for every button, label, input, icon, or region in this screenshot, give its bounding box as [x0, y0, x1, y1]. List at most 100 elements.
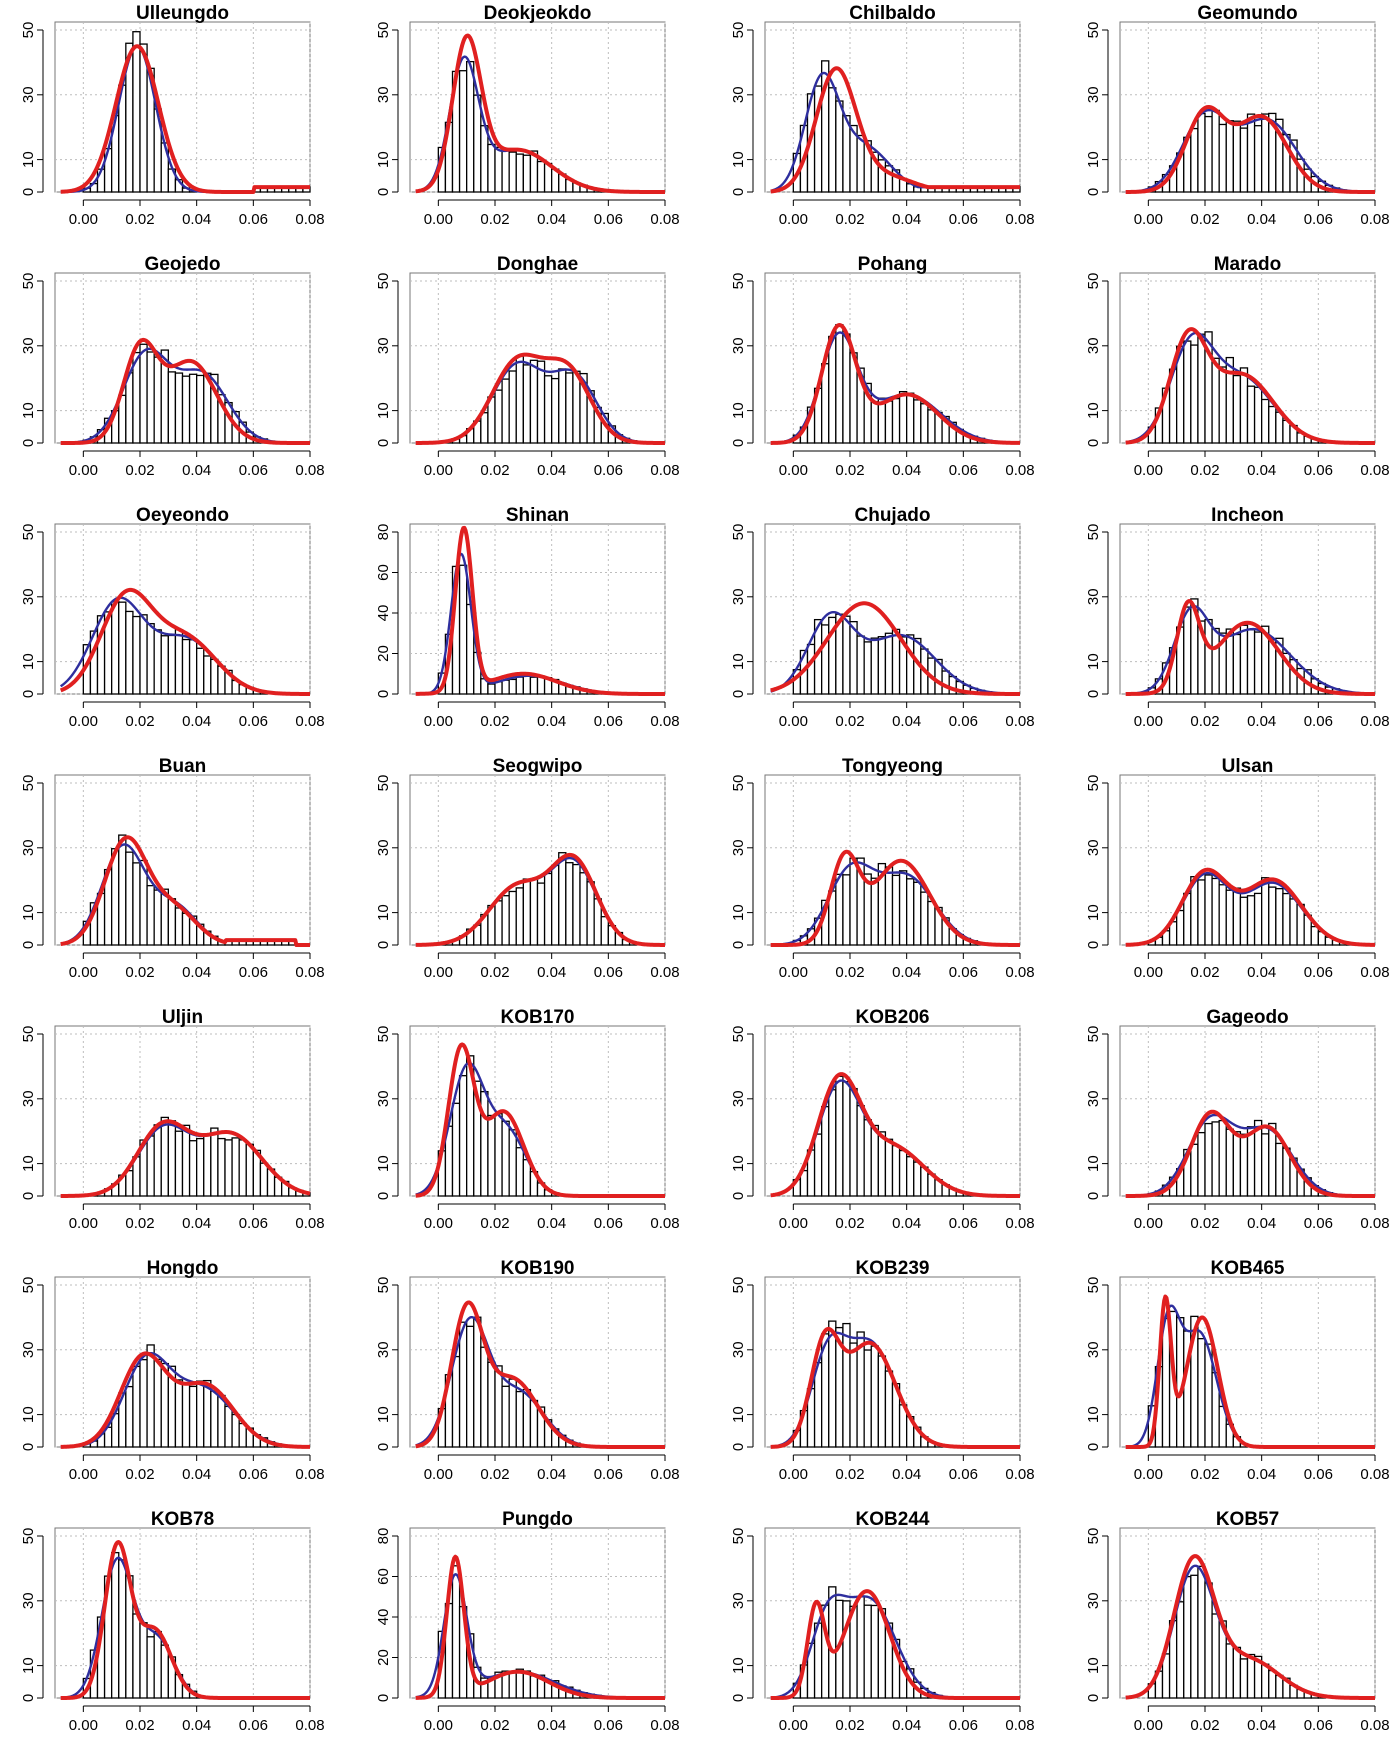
histogram-bar: [906, 392, 915, 444]
histogram-bar: [480, 1346, 489, 1448]
histogram-bar: [153, 1124, 162, 1197]
x-tick-label: 0.08: [650, 211, 679, 228]
y-tick-label: 60: [375, 564, 392, 581]
histogram-bar: [877, 636, 887, 695]
histogram-bar: [231, 1413, 240, 1448]
y-tick-label: 30: [375, 86, 392, 103]
histogram-bar: [487, 683, 496, 695]
density-curve-red: [59, 1351, 311, 1449]
histogram-bar: [217, 1137, 226, 1197]
y-tick-label: 30: [20, 86, 37, 103]
panel-seogwipo: Seogwipo 0 10 30 50 0.00 0.02 0.04 0.06 0.08: [375, 756, 680, 981]
y-tick-label: 50: [1085, 1026, 1102, 1043]
x-tick-label: 0.06: [239, 964, 268, 981]
panel-chujado: Chujado 0 10 30 50 0.00 0.02 0.04 0.06 0.08: [730, 505, 1035, 730]
x-tick-label: 0.06: [949, 1466, 978, 1483]
histogram-bar: [1183, 606, 1192, 695]
histogram-bar: [1261, 398, 1270, 444]
y-tick-label: 0: [375, 1694, 392, 1702]
x-tick-label: 0.00: [779, 964, 808, 981]
histogram-bar: [1211, 1613, 1220, 1699]
x-tick-label: 0.08: [295, 211, 324, 228]
histogram-bar: [522, 364, 532, 444]
x-tick-label: 0.02: [480, 1466, 509, 1483]
panel-gageodo: Gageodo 0 10 30 50 0.00 0.02 0.04 0.06 0.08: [1085, 1007, 1390, 1232]
histogram-bar: [1225, 120, 1234, 193]
x-tick-label: 0.02: [480, 964, 509, 981]
y-tick-label: 0: [20, 1694, 37, 1702]
panel-title: Uljin: [162, 1007, 203, 1028]
histogram-bar: [1211, 357, 1220, 444]
density-curve-red: [769, 1326, 1021, 1449]
histogram-bar: [856, 1595, 865, 1699]
histogram-bar: [203, 1134, 212, 1197]
y-tick-label: 50: [20, 273, 37, 290]
histogram-bar: [494, 681, 503, 695]
histogram-bar: [536, 882, 546, 946]
y-tick-label: 10: [1085, 904, 1102, 921]
x-tick-label: 0.08: [295, 1466, 324, 1483]
density-curve-red: [1124, 1554, 1376, 1700]
histogram-bar: [522, 878, 532, 946]
histogram-bar: [856, 1105, 865, 1197]
y-tick-label: 0: [375, 1192, 392, 1200]
histogram-bar: [451, 1102, 461, 1197]
x-tick-label: 0.04: [892, 964, 921, 981]
histogram-bar: [111, 1551, 120, 1699]
x-tick-label: 0.00: [69, 1215, 98, 1232]
histogram-bar: [146, 885, 155, 946]
x-tick-label: 0.04: [892, 1717, 921, 1734]
y-tick-label: 50: [1085, 1277, 1102, 1294]
histogram-bar: [1197, 333, 1206, 444]
histogram-bar: [181, 1124, 191, 1197]
histogram-bar: [473, 94, 482, 193]
histogram-bar: [842, 1322, 851, 1448]
y-tick-label: 10: [1085, 402, 1102, 419]
histogram-bar: [210, 1127, 219, 1197]
y-tick-label: 30: [730, 86, 747, 103]
density-curve-red: [769, 1072, 1021, 1198]
histogram-bar: [451, 1565, 461, 1699]
y-tick-label: 0: [1085, 1192, 1102, 1200]
histogram-bar: [196, 374, 205, 444]
panel-title: Deokjeokdo: [484, 3, 592, 24]
histogram-bar: [543, 872, 553, 946]
histogram-bar: [1261, 1663, 1270, 1699]
histogram-bar: [1183, 1575, 1192, 1699]
y-tick-label: 30: [730, 337, 747, 354]
histogram-bar: [210, 1390, 219, 1448]
y-tick-label: 80: [375, 524, 392, 541]
histogram-bar: [501, 895, 510, 946]
histogram-bar: [586, 881, 595, 946]
histogram-bar: [1218, 123, 1227, 193]
histogram-bar: [1190, 1143, 1199, 1197]
y-tick-label: 30: [20, 337, 37, 354]
x-tick-label: 0.08: [1360, 462, 1389, 479]
x-tick-label: 0.06: [239, 713, 268, 730]
panel-title: KOB239: [856, 1258, 930, 1279]
histogram-bar: [813, 1133, 823, 1197]
histogram-bar: [884, 866, 894, 946]
histogram-bar: [558, 852, 567, 946]
y-tick-label: 50: [730, 1528, 747, 1545]
histogram-bar: [1246, 1126, 1256, 1197]
histogram-bar: [181, 638, 191, 695]
y-tick-label: 0: [1085, 188, 1102, 196]
density-curve-red: [59, 587, 311, 696]
panel-title: Hongdo: [147, 1258, 219, 1279]
x-tick-label: 0.02: [1190, 462, 1219, 479]
histogram-bar: [863, 1119, 872, 1197]
histogram-bar: [1268, 1122, 1277, 1197]
histogram-bar: [153, 629, 162, 695]
x-tick-label: 0.02: [125, 964, 154, 981]
histogram-bar: [153, 889, 162, 946]
histogram-bar: [870, 637, 879, 695]
histogram-bar: [167, 634, 177, 695]
panel-title: Oeyeondo: [136, 505, 229, 526]
y-tick-label: 0: [1085, 439, 1102, 447]
y-tick-label: 0: [375, 439, 392, 447]
x-tick-label: 0.06: [1304, 1466, 1333, 1483]
histogram-bar: [1261, 113, 1270, 193]
y-tick-label: 10: [730, 1657, 747, 1674]
histogram-bar: [572, 370, 581, 444]
